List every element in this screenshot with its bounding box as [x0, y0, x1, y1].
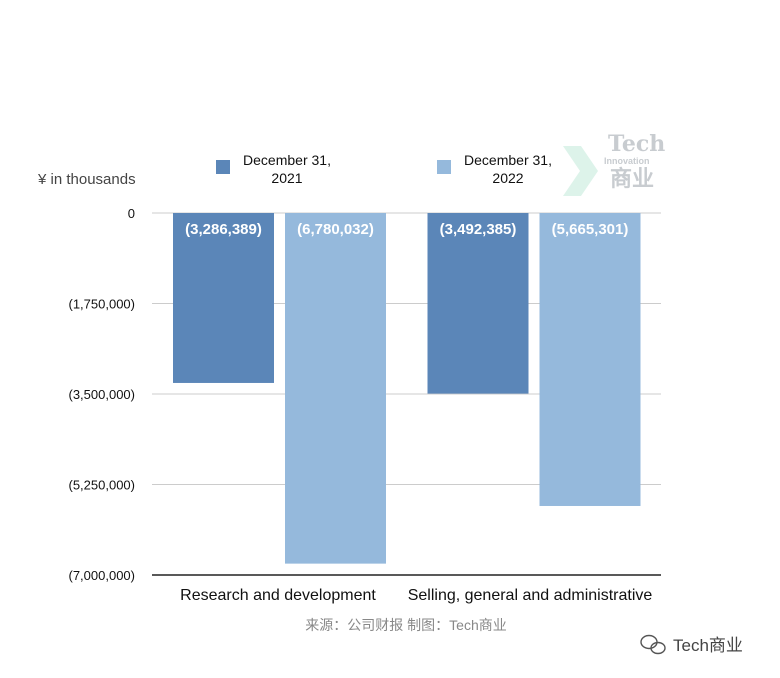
legend: December 31, 2021 December 31, 2022 [216, 152, 552, 186]
tech-logo: Tech Innovation 商业 [563, 131, 665, 196]
bar-value-label: (5,665,301) [552, 221, 629, 238]
logo-subtitle: Innovation [604, 156, 650, 166]
logo-cn-text: 商业 [610, 166, 654, 191]
legend-label: 2021 [271, 170, 302, 186]
y-tick-label: (5,250,000) [69, 478, 136, 493]
bar-value-label: (6,780,032) [297, 221, 374, 238]
bar-value-label: (3,286,389) [185, 221, 262, 238]
legend-label: 2022 [492, 170, 523, 186]
wechat-watermark: Tech商业 [640, 634, 743, 655]
bar [285, 213, 386, 564]
y-unit-label: ¥ in thousands [37, 171, 136, 188]
category-label: Selling, general and administrative [408, 587, 653, 604]
bars: (3,286,389) (6,780,032) (3,492,385) (5,665,… [173, 213, 641, 564]
y-tick-label: 0 [128, 206, 135, 221]
legend-label: December 31, [243, 152, 331, 168]
bar [539, 213, 641, 506]
y-tick-label: (7,000,000) [69, 568, 136, 583]
bar-value-label: (3,492,385) [440, 221, 517, 238]
y-tick-label: (1,750,000) [69, 297, 136, 312]
legend-label: December 31, [464, 152, 552, 168]
watermark-text: Tech商业 [673, 636, 743, 655]
y-axis-ticks: 0 (1,750,000) (3,500,000) (5,250,000) (7,000… [69, 206, 136, 583]
logo-chevron-icon [563, 146, 598, 196]
logo-title: Tech [608, 131, 665, 157]
bar [173, 213, 274, 383]
wechat-icon [640, 634, 666, 655]
legend-swatch [437, 160, 451, 174]
y-tick-label: (3,500,000) [69, 387, 136, 402]
source-text: 来源：公司财报 制图：Tech商业 [305, 617, 506, 633]
bar [427, 213, 529, 394]
legend-swatch [216, 160, 230, 174]
category-labels: Research and development Selling, general… [180, 587, 652, 604]
category-label: Research and development [180, 587, 376, 604]
